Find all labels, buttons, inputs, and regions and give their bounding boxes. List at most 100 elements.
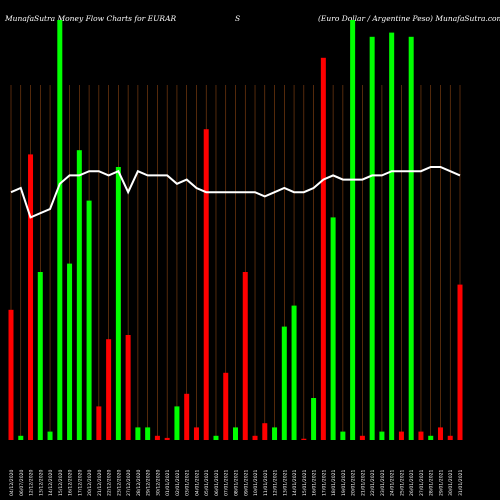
money-flow-bar [154, 435, 160, 440]
x-tick-label: 31/01/2021 [458, 469, 464, 496]
money-flow-bar [106, 339, 112, 440]
x-tick-label: 13/12/2020 [38, 469, 44, 496]
money-flow-bar [233, 427, 238, 440]
money-flow-bar [389, 32, 395, 440]
money-flow-bar [213, 435, 219, 440]
x-tick-label: 28/01/2021 [429, 469, 435, 496]
x-tick-label: 20/01/2021 [351, 469, 357, 496]
x-tick-label: 23/12/2020 [116, 469, 122, 496]
money-flow-bar [457, 284, 463, 440]
money-flow-bar [447, 435, 453, 440]
x-tick-label: 15/12/2020 [58, 469, 64, 496]
money-flow-bar [164, 437, 170, 440]
money-flow-bar [369, 36, 375, 441]
x-tick-label: 13/01/2021 [282, 469, 288, 496]
money-flow-bar [398, 431, 404, 440]
x-tick-label: 12/01/2021 [273, 469, 279, 496]
money-flow-bar [174, 406, 180, 440]
money-flow-bar [115, 167, 121, 440]
x-tick-label: 14/12/2020 [48, 469, 54, 496]
x-tick-label: 30/12/2020 [155, 469, 161, 496]
money-flow-bar [242, 272, 248, 440]
chart-title: MunafaSutra Money Flow Charts for EURAR [5, 14, 177, 23]
money-flow-bar [262, 423, 268, 440]
chart-subtitle: (Euro Dollar / Argentine Peso) MunafaSut… [318, 14, 500, 23]
money-flow-bar [428, 435, 434, 440]
money-flow-bar [223, 372, 229, 440]
money-flow-bar [301, 438, 307, 440]
money-flow-bar [145, 427, 151, 440]
x-tick-label: 26/01/2021 [409, 469, 415, 496]
money-flow-bar [86, 200, 92, 440]
x-tick-label: 16/01/2021 [312, 469, 318, 496]
x-tick-label: 10/01/2021 [253, 469, 259, 496]
money-flow-bar [18, 435, 24, 440]
money-flow-bar [330, 217, 336, 440]
x-tick-label: 25/01/2021 [399, 469, 405, 496]
x-tick-label: 23/01/2021 [380, 469, 386, 496]
x-tick-labels: 04/12/2020 06/07/2020 12/12/2020 13/12/2… [9, 469, 464, 496]
x-tick-label: 15/01/2021 [302, 469, 308, 496]
x-tick-label: 30/01/2021 [448, 469, 454, 496]
x-tick-label: 04/01/2021 [194, 469, 200, 496]
x-tick-label: 29/12/2020 [146, 469, 152, 496]
money-flow-bar [359, 435, 365, 440]
x-tick-label: 09/01/2021 [243, 469, 249, 496]
money-flow-bar [320, 57, 326, 441]
x-tick-label: 11/01/2021 [263, 469, 269, 496]
x-tick-label: 17/01/2021 [321, 469, 327, 496]
x-tick-label: 12/12/2020 [29, 469, 35, 496]
money-flow-bar [37, 272, 43, 440]
money-flow-bar [437, 427, 443, 440]
x-tick-label: 22/12/2020 [107, 469, 113, 496]
money-flow-bar [340, 431, 346, 440]
money-flow-bar [203, 129, 209, 440]
x-tick-label: 08/01/2021 [234, 469, 240, 496]
money-flow-line [10, 166, 461, 219]
money-flow-bar [184, 393, 190, 440]
money-flow-bar [57, 20, 63, 440]
money-flow-bar [28, 154, 34, 440]
money-flow-bar [193, 427, 199, 440]
chart-symbol-suffix: S [235, 14, 241, 23]
x-tick-label: 18/01/2021 [331, 469, 337, 496]
x-tick-label: 06/01/2021 [214, 469, 220, 496]
money-flow-bar [8, 309, 14, 440]
money-flow-bar [272, 427, 278, 440]
money-flow-bar [281, 326, 287, 440]
x-tick-label: 22/01/2021 [370, 469, 376, 496]
x-tick-label: 20/12/2020 [87, 469, 93, 496]
money-flow-bar [418, 431, 424, 440]
money-flow-bar [47, 431, 53, 440]
x-tick-label: 29/01/2021 [438, 469, 444, 496]
money-flow-bar [379, 431, 385, 440]
x-tick-label: 05/01/2021 [204, 469, 210, 496]
x-tick-label: 02/01/2021 [175, 469, 181, 496]
x-tick-label: 21/01/2021 [360, 469, 366, 496]
x-tick-label: 07/01/2021 [224, 469, 230, 496]
money-flow-bar [252, 435, 258, 440]
money-flow-bar [350, 20, 356, 440]
x-tick-label: 16/12/2020 [68, 469, 74, 496]
x-tick-label: 17/12/2020 [77, 469, 83, 496]
money-flow-bar [125, 335, 131, 440]
money-flow-bar [67, 263, 73, 440]
x-tick-label: 03/01/2021 [185, 469, 191, 496]
x-tick-label: 28/12/2020 [136, 469, 142, 496]
x-tick-label: 06/07/2020 [19, 469, 25, 496]
x-tick-label: 21/12/2020 [97, 469, 103, 496]
x-tick-label: 04/12/2020 [9, 469, 15, 496]
money-flow-bar [408, 36, 414, 441]
x-tick-label: 27/12/2020 [126, 469, 132, 496]
bars [8, 20, 463, 441]
x-tick-label: 24/01/2021 [390, 469, 396, 496]
x-tick-label: 01/01/2021 [165, 469, 171, 496]
x-tick-label: 19/01/2021 [341, 469, 347, 496]
money-flow-bar [311, 398, 317, 440]
money-flow-bar [76, 150, 82, 440]
money-flow-bar [291, 305, 297, 440]
money-flow-bar [135, 427, 141, 440]
x-tick-label: 14/01/2021 [292, 469, 298, 496]
x-tick-label: 27/01/2021 [419, 469, 425, 496]
